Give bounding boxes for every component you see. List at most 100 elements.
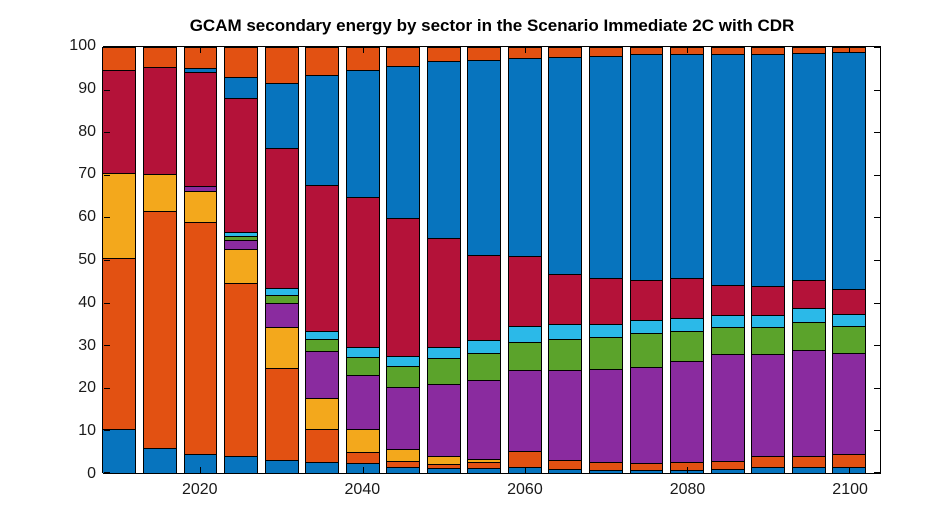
segment-series-2-orange-2035 [305,429,340,462]
segment-series-2-orange-2010 [102,257,137,429]
segment-series-6-cyan-2050 [426,346,461,359]
segment-series-2-orange-2100 [832,454,867,468]
segment-series-5-green-2075 [629,332,664,368]
segment-series-6-cyan-2100 [832,313,867,326]
y-tick-label-10: 10 [78,422,96,440]
bar-2075 [629,47,664,473]
segment-series-2-orange-2065 [548,459,583,470]
segment-series-6-cyan-2090 [751,314,786,327]
y-tick-left-60 [104,217,110,218]
segment-series-4-purple-2040 [345,374,380,430]
segment-series-8-blue-2065 [548,56,583,275]
segment-series-4-purple-2060 [507,370,542,452]
segment-series-7-maroon-2095 [791,279,826,309]
segment-series-6-cyan-2095 [791,308,826,323]
segment-series-4-purple-2030 [264,302,299,327]
segment-series-8-blue-2095 [791,52,826,280]
segment-series-2-orange-2085 [710,460,745,470]
bar-2045 [386,47,421,473]
segment-series-8-blue-2090 [751,54,786,286]
y-tick-label-70: 70 [78,165,96,183]
segment-series-5-green-2090 [751,326,786,354]
segment-series-7-maroon-2045 [386,217,421,357]
segment-series-8-blue-2035 [305,74,340,185]
bar-2065 [548,47,583,473]
x-tick-bottom-2040 [363,467,364,473]
y-tick-label-100: 100 [69,37,96,54]
bar-2050 [426,47,461,473]
y-tick-label-30: 30 [78,336,96,354]
segment-series-2-orange-2045 [386,460,421,467]
segment-series-2-orange-2060 [507,451,542,468]
segment-series-9-orange-2065 [548,47,583,57]
y-tick-label-20: 20 [78,379,96,397]
y-tick-label-50: 50 [78,251,96,268]
x-tick-label-2040: 2040 [344,481,381,498]
segment-series-2-orange-2025 [224,283,258,456]
segment-series-9-orange-2055 [467,47,502,60]
segment-series-9-orange-2090 [751,47,786,55]
segment-series-6-cyan-2045 [386,356,421,366]
segment-series-5-green-2050 [426,358,461,384]
segment-series-6-cyan-2070 [588,324,623,337]
segment-series-6-cyan-2040 [345,347,380,357]
segment-series-9-orange-2060 [507,47,542,59]
segment-series-7-maroon-2020 [183,72,218,187]
segment-series-9-orange-2035 [305,47,340,75]
segment-series-1-blue-2060 [507,467,542,473]
bar-2020 [183,47,218,473]
segment-series-1-blue-2040 [345,462,380,473]
segment-series-4-purple-2025 [224,240,258,250]
segment-series-9-orange-2040 [345,47,380,71]
segment-series-9-orange-2085 [710,47,745,54]
y-tick-label-40: 40 [78,293,96,311]
segment-series-7-maroon-2055 [467,255,502,340]
segment-series-9-orange-2050 [426,47,461,61]
segment-series-7-maroon-2035 [305,184,340,331]
segment-series-2-orange-2075 [629,462,664,471]
y-tick-left-30 [104,345,110,346]
segment-series-5-green-2065 [548,339,583,371]
x-tick-top-2080 [687,47,688,53]
segment-series-2-orange-2020 [183,221,218,454]
segment-series-2-orange-2095 [791,455,826,467]
segment-series-2-orange-2055 [467,462,502,468]
segment-series-2-orange-2090 [751,456,786,468]
segment-series-9-orange-2070 [588,47,623,57]
x-tick-bottom-2060 [525,467,526,473]
segment-series-4-purple-2095 [791,349,826,456]
x-tick-top-2020 [200,47,201,53]
segment-series-7-maroon-2080 [670,277,704,319]
segment-series-7-maroon-2075 [629,279,664,321]
segment-series-8-blue-2055 [467,59,502,256]
segment-series-1-blue-2095 [791,466,826,473]
plot-area [102,46,881,474]
y-tick-right-40 [874,303,880,304]
segment-series-4-purple-2090 [751,353,786,457]
segment-series-4-purple-2075 [629,367,664,463]
segment-series-4-purple-2050 [426,383,461,456]
segment-series-4-purple-2085 [710,353,745,461]
segment-series-1-blue-2045 [386,466,421,473]
x-tick-bottom-2080 [687,467,688,473]
x-tick-label-2080: 2080 [669,481,706,498]
segment-series-8-blue-2030 [264,83,299,149]
y-tick-label-0: 0 [87,465,96,482]
segment-series-1-blue-2065 [548,469,583,473]
segment-series-9-orange-2010 [102,47,137,71]
segment-series-4-purple-2065 [548,370,583,460]
segment-series-5-green-2085 [710,326,745,354]
segment-series-6-cyan-2060 [507,326,542,342]
segment-series-2-orange-2070 [588,461,623,471]
segment-series-8-blue-2060 [507,58,542,257]
segment-series-5-green-2055 [467,353,502,381]
segment-series-1-blue-2035 [305,461,340,473]
segment-series-1-blue-2075 [629,470,664,473]
segment-series-2-orange-2080 [670,461,704,471]
segment-series-4-purple-2100 [832,352,867,455]
segment-series-4-purple-2020 [183,186,218,192]
segment-series-7-maroon-2085 [710,284,745,315]
segment-series-7-maroon-2015 [143,67,177,175]
y-tick-left-20 [104,388,110,389]
